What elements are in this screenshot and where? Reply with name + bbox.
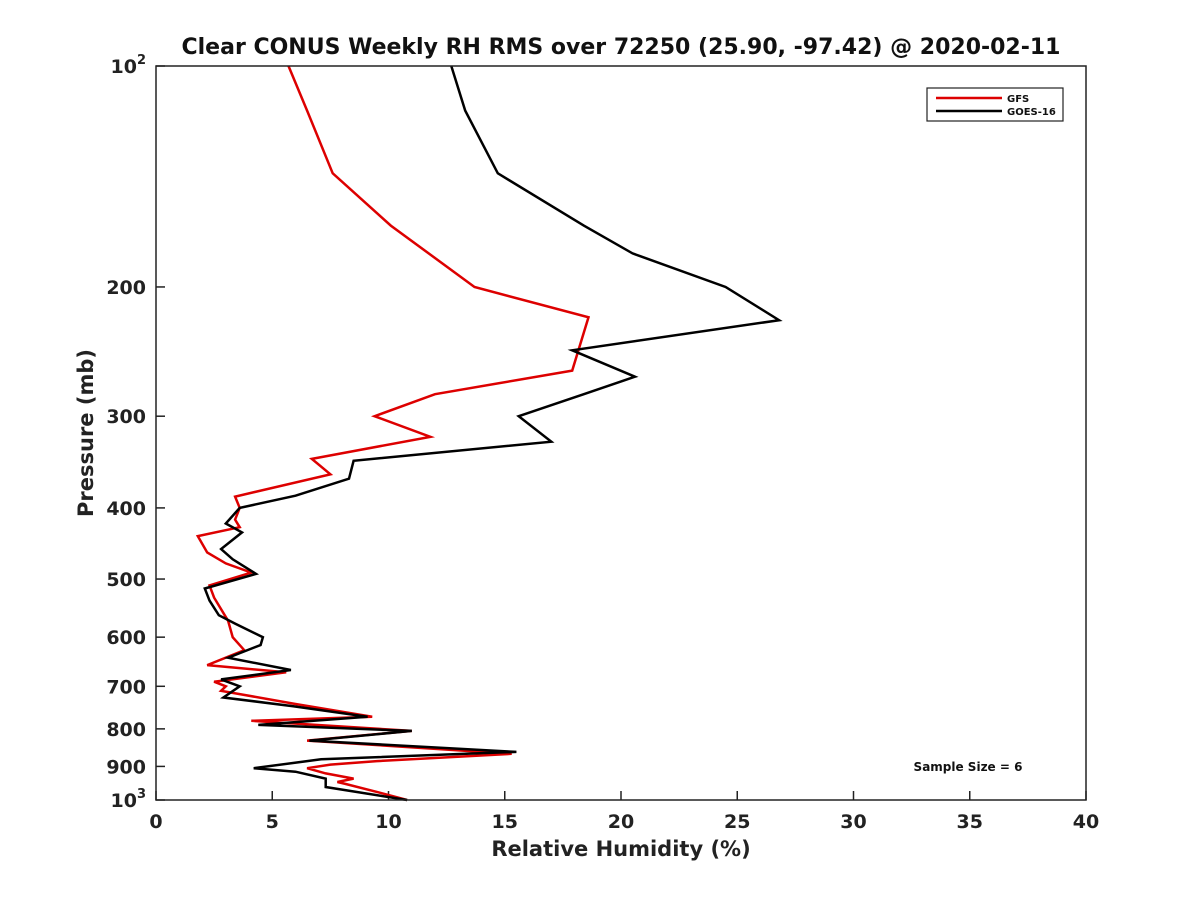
x-tick-label: 25 bbox=[724, 811, 750, 833]
y-tick-label: 102 bbox=[111, 53, 147, 78]
x-tick-label: 0 bbox=[149, 811, 162, 833]
x-tick-label: 5 bbox=[266, 811, 279, 833]
legend: GFS GOES-16 bbox=[926, 87, 1064, 122]
x-tick-label: 20 bbox=[608, 811, 634, 833]
legend-label: GOES-16 bbox=[1007, 107, 1056, 118]
y-tick-label: 103 bbox=[111, 787, 147, 812]
sample-size-annotation: Sample Size = 6 bbox=[914, 760, 1023, 774]
y-tick-label: 500 bbox=[106, 569, 146, 591]
y-tick-label: 900 bbox=[106, 756, 146, 778]
y-axis-label: Pressure (mb) bbox=[74, 349, 98, 517]
x-tick-label: 40 bbox=[1073, 811, 1099, 833]
x-tick-label: 15 bbox=[492, 811, 518, 833]
x-tick-label: 30 bbox=[840, 811, 866, 833]
y-tick-label: 300 bbox=[106, 406, 146, 428]
x-tick-label: 10 bbox=[375, 811, 401, 833]
x-axis-label: Relative Humidity (%) bbox=[491, 837, 750, 861]
y-tick-label: 700 bbox=[106, 676, 146, 698]
legend-label: GFS bbox=[1007, 94, 1029, 105]
series-line-goes-16 bbox=[203, 65, 783, 802]
y-tick-label: 600 bbox=[106, 627, 146, 649]
series-lines bbox=[195, 65, 783, 802]
legend-box bbox=[926, 87, 1064, 122]
series-line-gfs bbox=[195, 65, 591, 802]
chart-title: Clear CONUS Weekly RH RMS over 72250 (25… bbox=[182, 35, 1061, 60]
x-tick-label: 35 bbox=[957, 811, 983, 833]
axes: 0 5 10 15 20 25 30 35 40 102 200 300 400 500 600 700 800… bbox=[106, 53, 1099, 833]
y-tick-label: 800 bbox=[106, 719, 146, 741]
plot-frame bbox=[155, 65, 1087, 801]
y-tick-label: 400 bbox=[106, 498, 146, 520]
y-tick-label: 200 bbox=[106, 277, 146, 299]
